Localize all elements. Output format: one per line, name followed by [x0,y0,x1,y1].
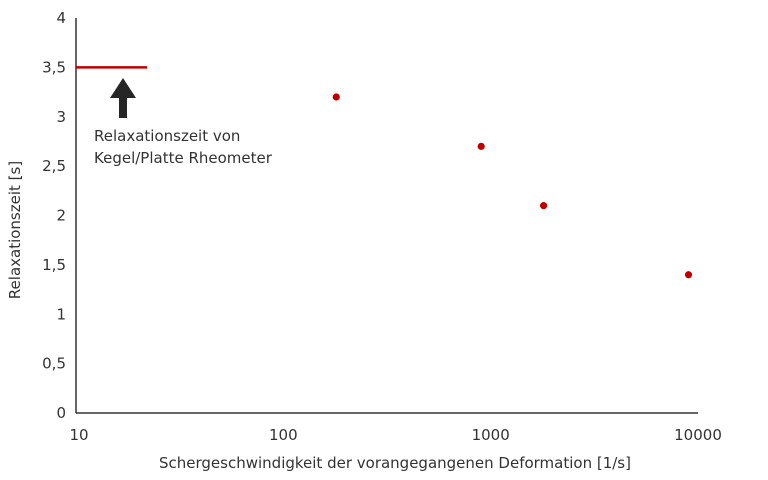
data-points [332,93,693,279]
y-axis-title: Relaxationszeit [s] [6,161,24,299]
data-point [332,93,340,101]
annotation-line-1: Relaxationszeit von [94,127,240,145]
y-tick-label: 3,5 [42,58,66,76]
x-tick-label: 1000 [472,426,510,444]
x-tick-label: 100 [269,426,298,444]
data-point [477,142,485,150]
x-axis-title: Schergeschwindigkeit der vorangegangenen… [159,454,631,472]
y-tick-label: 4 [56,9,66,27]
y-tick-label: 0,5 [42,355,66,373]
y-tick-label: 0 [56,404,66,422]
y-tick-label: 2 [56,207,66,225]
x-tick-label: 10000 [674,426,722,444]
y-tick-label: 3 [56,108,66,126]
up-arrow-icon [110,78,136,118]
data-point [684,271,693,279]
annotation-line-2: Kegel/Platte Rheometer [94,149,273,167]
y-tick-label: 1 [56,305,66,323]
annotation: Relaxationszeit von Kegel/Platte Rheomet… [94,78,273,167]
tick-labels: 0 0,5 1 1,5 2 2,5 3 3,5 4 10 100 1000 10000 [42,9,722,444]
y-tick-label: 2,5 [42,157,66,175]
data-point [539,202,548,210]
y-tick-label: 1,5 [42,256,66,274]
axes [75,18,698,414]
x-tick-label: 10 [69,426,88,444]
